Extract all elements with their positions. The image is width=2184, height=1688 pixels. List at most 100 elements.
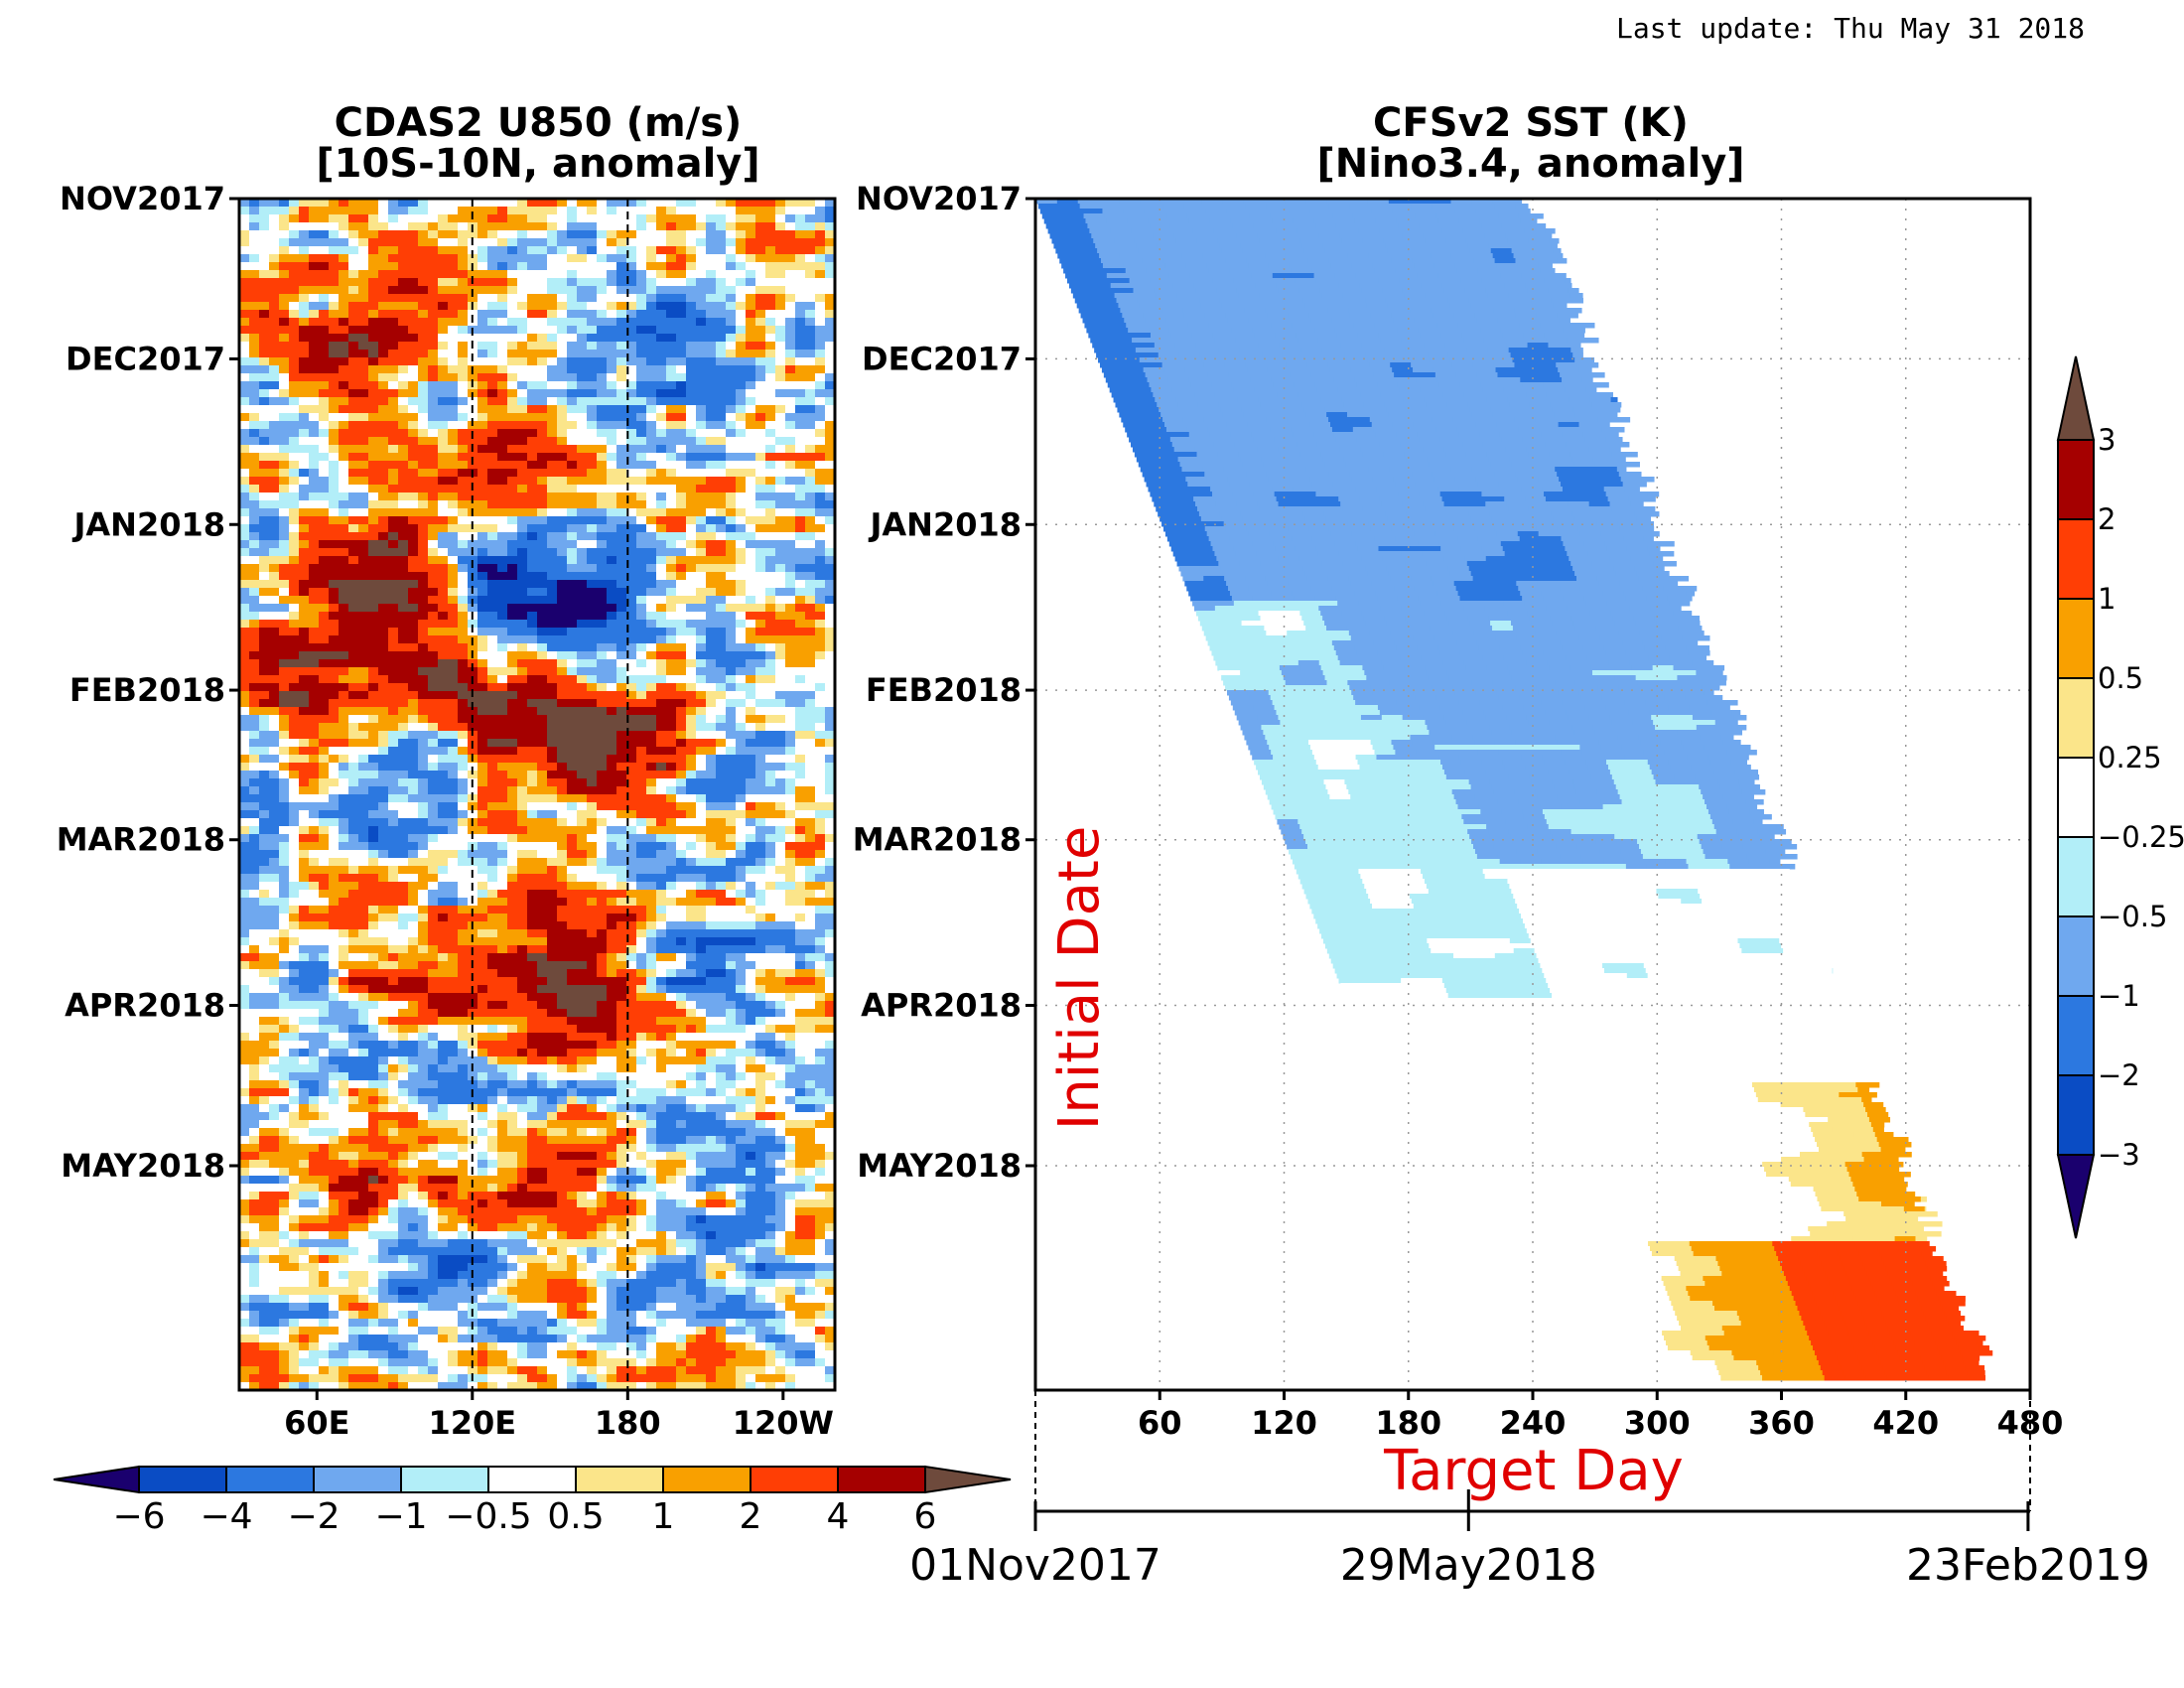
u850-cell [577, 723, 588, 732]
u850-cell [289, 715, 300, 724]
u850-cell [428, 357, 439, 366]
u850-cell [478, 564, 488, 573]
u850-cell [319, 437, 330, 446]
u850-cell [656, 214, 667, 223]
u850-cell [656, 763, 667, 772]
u850-cell [587, 763, 598, 772]
u850-cell [656, 254, 667, 263]
u850-cell [736, 326, 747, 335]
u850-cell [607, 246, 617, 255]
u850-cell [309, 683, 320, 692]
u850-cell [557, 596, 568, 605]
u850-cell [537, 834, 548, 843]
u850-cell [358, 222, 369, 231]
u850-cell [388, 651, 399, 660]
u850-cell [795, 334, 806, 343]
u850-cell [438, 564, 449, 573]
u850-cell [815, 572, 826, 581]
u850-cell [249, 858, 260, 867]
u850-cell [239, 826, 250, 835]
u850-cell [736, 318, 747, 327]
u850-cell [666, 604, 677, 613]
u850-cell [319, 230, 330, 239]
u850-cell [805, 580, 816, 589]
u850-cell [329, 326, 340, 335]
u850-cell [358, 492, 369, 501]
u850-cell [557, 437, 568, 446]
u850-cell [716, 699, 727, 708]
u850-cell [616, 755, 627, 764]
u850-cell [517, 199, 528, 208]
u850-cell [577, 421, 588, 430]
u850-cell [726, 763, 737, 772]
u850-cell [507, 643, 518, 652]
u850-cell [329, 469, 340, 478]
u850-cell [319, 771, 330, 779]
u850-cell [249, 214, 260, 223]
u850-cell [348, 516, 359, 525]
u850-cell [487, 254, 498, 263]
u850-cell [746, 318, 756, 327]
u850-cell [656, 564, 667, 573]
u850-cell [428, 635, 439, 644]
u850-cell [696, 492, 707, 501]
u850-cell [378, 262, 389, 271]
u850-cell [825, 580, 836, 589]
u850-cell [765, 540, 776, 549]
u850-cell [557, 357, 568, 366]
u850-cell [755, 429, 766, 438]
u850-cell [815, 620, 826, 629]
u850-cell [368, 318, 379, 327]
u850-cell [368, 826, 379, 835]
u850-cell [309, 763, 320, 772]
u850-cell [815, 564, 826, 573]
u850-cell [646, 254, 657, 263]
u850-cell [388, 771, 399, 779]
u850-cell [746, 628, 756, 636]
u850-cell [348, 532, 359, 541]
u850-cell [497, 357, 508, 366]
u850-cell [458, 540, 469, 549]
u850-cell [646, 365, 657, 374]
u850-cell [696, 834, 707, 843]
u850-cell [716, 238, 727, 247]
u850-cell [646, 675, 657, 684]
u850-cell [458, 492, 469, 501]
u850-cell [775, 834, 786, 843]
u850-cell [795, 588, 806, 597]
u850-cell [587, 826, 598, 835]
u850-cell [408, 254, 419, 263]
u850-cell [646, 222, 657, 231]
u850-cell [646, 612, 657, 621]
u850-cell [339, 818, 349, 827]
u850-cell [448, 731, 459, 740]
u850-cell [716, 794, 727, 803]
u850-cell [458, 588, 469, 597]
u850-cell [706, 643, 717, 652]
u850-cell [319, 222, 330, 231]
u850-cell [368, 580, 379, 589]
u850-cell [785, 731, 796, 740]
u850-cell [239, 445, 250, 454]
u850-cell [507, 612, 518, 621]
u850-cell [547, 492, 558, 501]
u850-cell [478, 699, 488, 708]
u850-cell [696, 675, 707, 684]
u850-cell [279, 802, 290, 811]
u850-cell [666, 707, 677, 716]
u850-cell [319, 342, 330, 351]
u850-cell [358, 437, 369, 446]
u850-cell [497, 731, 508, 740]
u850-cell [458, 620, 469, 629]
u850-cell [587, 667, 598, 676]
u850-cell [706, 429, 717, 438]
u850-cell [329, 294, 340, 303]
u850-cell [607, 357, 617, 366]
u850-cell [616, 373, 627, 382]
u850-cell [259, 342, 270, 351]
u850-cell [537, 278, 548, 287]
u850-cell [805, 508, 816, 517]
u850-cell [706, 810, 717, 819]
u850-cell [408, 596, 419, 605]
u850-cell [487, 794, 498, 803]
